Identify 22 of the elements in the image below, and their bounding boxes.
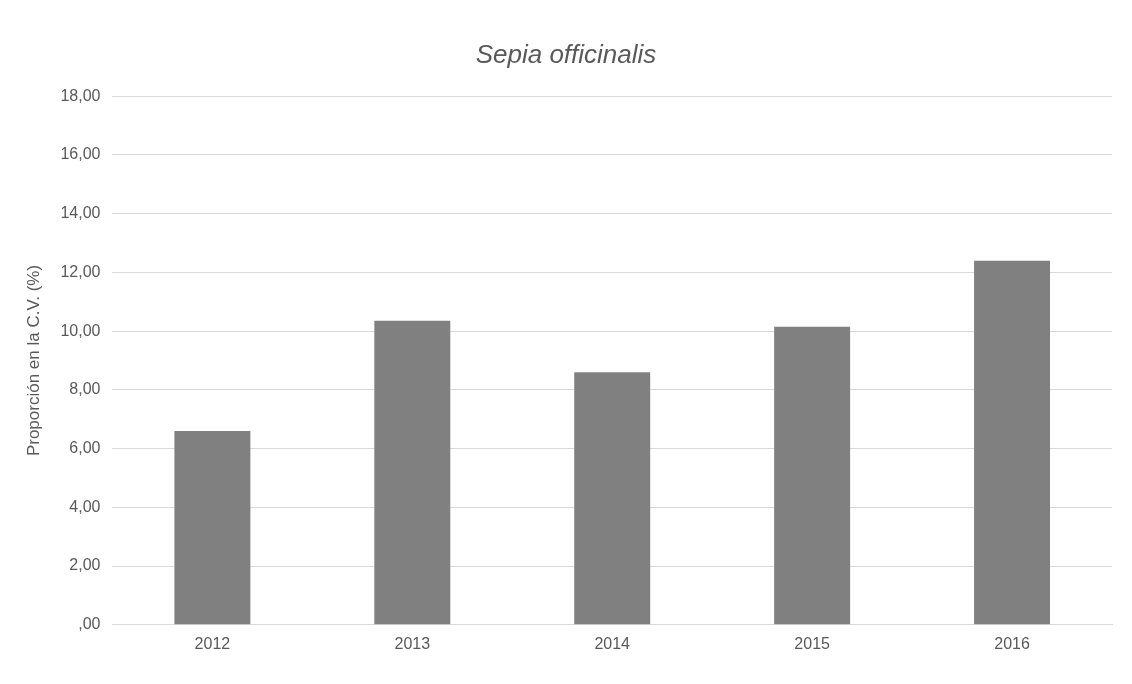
y-tick-label: 16,00: [60, 145, 101, 163]
bar: [774, 326, 851, 625]
y-tick-label: 8,00: [69, 380, 101, 398]
y-tick-label: 6,00: [69, 439, 101, 457]
x-tick-label: 2014: [594, 634, 631, 652]
y-tick-label: 18,00: [60, 86, 101, 104]
bar: [174, 430, 251, 625]
bar: [974, 260, 1051, 625]
x-tick-label: 2012: [194, 634, 231, 652]
bar: [374, 320, 451, 625]
y-tick-label: 12,00: [60, 262, 101, 280]
x-tick-label: 2013: [394, 634, 431, 652]
bar: [574, 372, 651, 625]
y-tick-label: 4,00: [69, 497, 101, 515]
y-tick-label: 2,00: [69, 556, 101, 574]
y-tick-label: 14,00: [60, 204, 101, 222]
y-tick-label: ,00: [78, 615, 101, 633]
y-tick-label: 10,00: [60, 321, 101, 339]
x-tick-label: 2016: [994, 634, 1030, 652]
y-axis-title: Proporción en la C.V. (%): [23, 264, 43, 457]
chart-title: Sepia officinalis: [475, 38, 657, 69]
x-tick-label: 2015: [794, 634, 831, 652]
